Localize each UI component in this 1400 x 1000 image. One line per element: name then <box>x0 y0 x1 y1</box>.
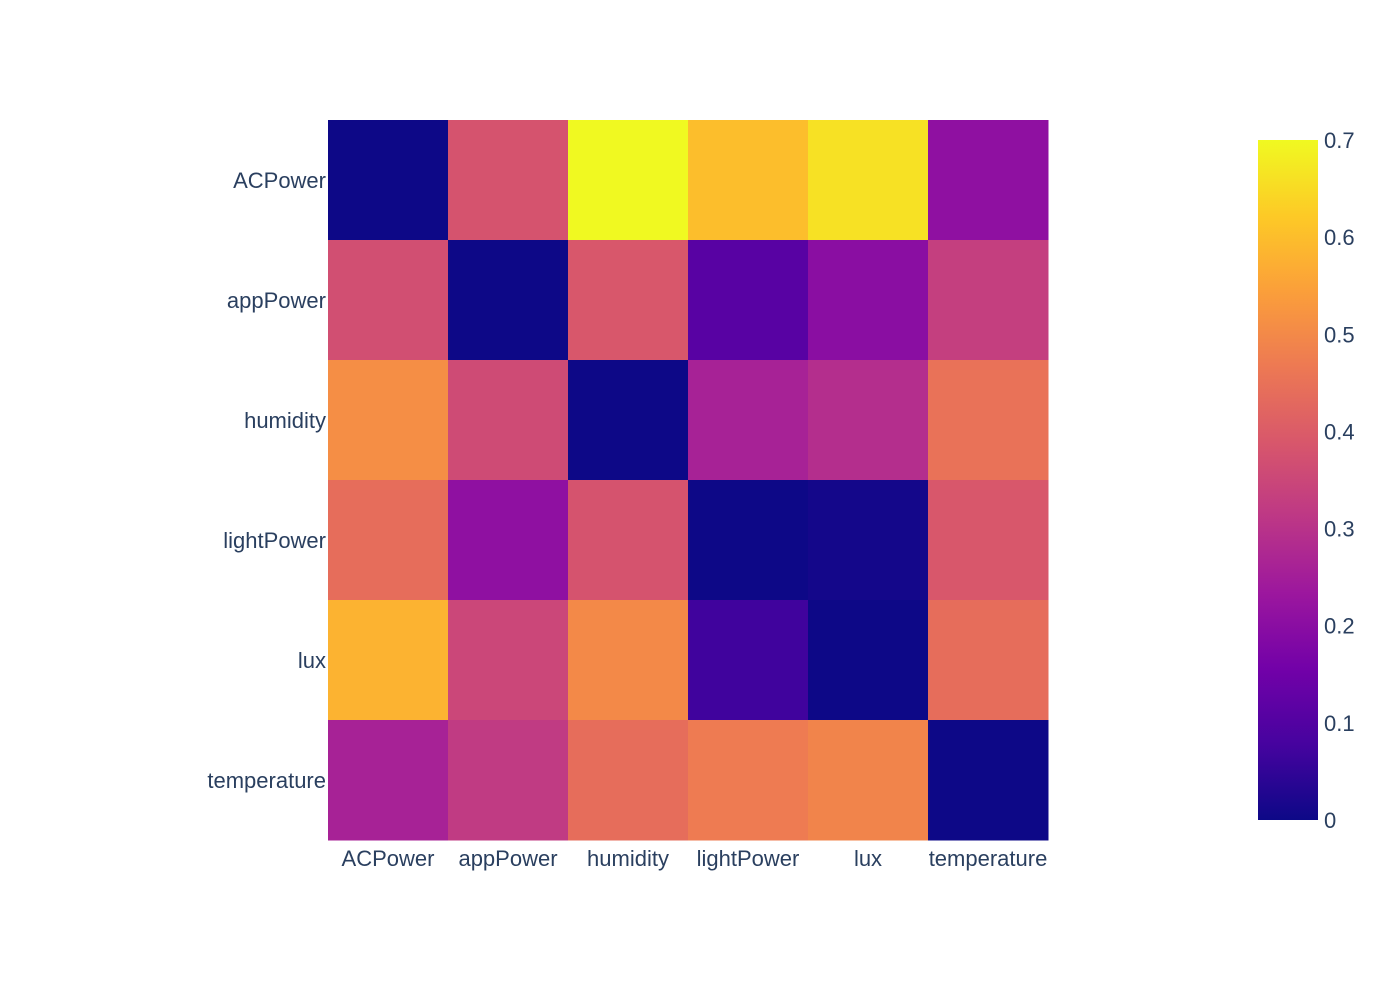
heatmap-cell-ACPower-ACPower <box>328 120 449 241</box>
heatmap-cells <box>328 120 1049 841</box>
heatmap-cell-lux-lightPower <box>688 600 809 721</box>
colorbar-tick-label: 0.2 <box>1324 614 1355 639</box>
y-tick-label: lux <box>298 648 326 673</box>
x-tick-label: temperature <box>929 846 1048 871</box>
heatmap-cell-ACPower-appPower <box>448 120 569 241</box>
x-tick-label: humidity <box>587 846 669 871</box>
y-tick-label: ACPower <box>233 168 326 193</box>
colorbar-tick-label: 0.4 <box>1324 419 1355 444</box>
colorbar-tick-labels: 0 0.1 0.2 0.3 0.4 0.5 0.6 0.7 <box>1324 128 1355 833</box>
colorbar-tick-label: 0.1 <box>1324 711 1355 736</box>
y-tick-label: humidity <box>244 408 326 433</box>
y-tick-label: lightPower <box>223 528 326 553</box>
y-axis-tick-labels: ACPower appPower humidity lightPower lux temp… <box>207 168 326 793</box>
heatmap-cell-ACPower-lux <box>808 120 929 241</box>
heatmap-cell-humidity-temperature <box>928 360 1049 481</box>
heatmap-cell-lightPower-appPower <box>448 480 569 601</box>
heatmap-cell-temperature-lightPower <box>688 720 809 841</box>
heatmap-cell-appPower-appPower <box>448 240 569 361</box>
heatmap-cell-temperature-appPower <box>448 720 569 841</box>
heatmap-cell-lux-temperature <box>928 600 1049 721</box>
heatmap-cell-appPower-lux <box>808 240 929 361</box>
colorbar-gradient <box>1258 140 1318 820</box>
heatmap-cell-lightPower-ACPower <box>328 480 449 601</box>
x-axis-tick-labels: ACPower appPower humidity lightPower lux temp… <box>342 846 1048 871</box>
heatmap-cell-temperature-ACPower <box>328 720 449 841</box>
heatmap-cell-temperature-lux <box>808 720 929 841</box>
heatmap-cell-appPower-humidity <box>568 240 689 361</box>
colorbar-tick-label: 0.3 <box>1324 517 1355 542</box>
heatmap-cell-lux-lux <box>808 600 929 721</box>
y-tick-label: appPower <box>227 288 326 313</box>
heatmap-cell-lux-ACPower <box>328 600 449 721</box>
heatmap-cell-humidity-humidity <box>568 360 689 481</box>
heatmap-cell-lux-humidity <box>568 600 689 721</box>
heatmap-cell-appPower-ACPower <box>328 240 449 361</box>
heatmap-cell-ACPower-humidity <box>568 120 689 241</box>
heatmap-cell-humidity-appPower <box>448 360 569 481</box>
colorbar-tick-label: 0.7 <box>1324 128 1355 153</box>
x-tick-label: appPower <box>458 846 557 871</box>
x-tick-label: lux <box>854 846 882 871</box>
heatmap-cell-humidity-lux <box>808 360 929 481</box>
heatmap-cell-lux-appPower <box>448 600 569 721</box>
heatmap-cell-humidity-ACPower <box>328 360 449 481</box>
heatmap-cell-ACPower-lightPower <box>688 120 809 241</box>
heatmap-cell-humidity-lightPower <box>688 360 809 481</box>
colorbar-tick-label: 0 <box>1324 808 1336 833</box>
heatmap-cell-lightPower-temperature <box>928 480 1049 601</box>
colorbar-tick-label: 0.5 <box>1324 322 1355 347</box>
heatmap-cell-lightPower-lightPower <box>688 480 809 601</box>
heatmap-cell-lightPower-humidity <box>568 480 689 601</box>
heatmap-cell-lightPower-lux <box>808 480 929 601</box>
heatmap-cell-ACPower-temperature <box>928 120 1049 241</box>
heatmap-cell-appPower-lightPower <box>688 240 809 361</box>
heatmap-cell-appPower-temperature <box>928 240 1049 361</box>
x-tick-label: ACPower <box>342 846 435 871</box>
heatmap-cell-temperature-temperature <box>928 720 1049 841</box>
colorbar: 0 0.1 0.2 0.3 0.4 0.5 0.6 0.7 <box>1258 128 1355 833</box>
colorbar-tick-label: 0.6 <box>1324 225 1355 250</box>
x-tick-label: lightPower <box>697 846 800 871</box>
heatmap-cell-temperature-humidity <box>568 720 689 841</box>
y-tick-label: temperature <box>207 768 326 793</box>
